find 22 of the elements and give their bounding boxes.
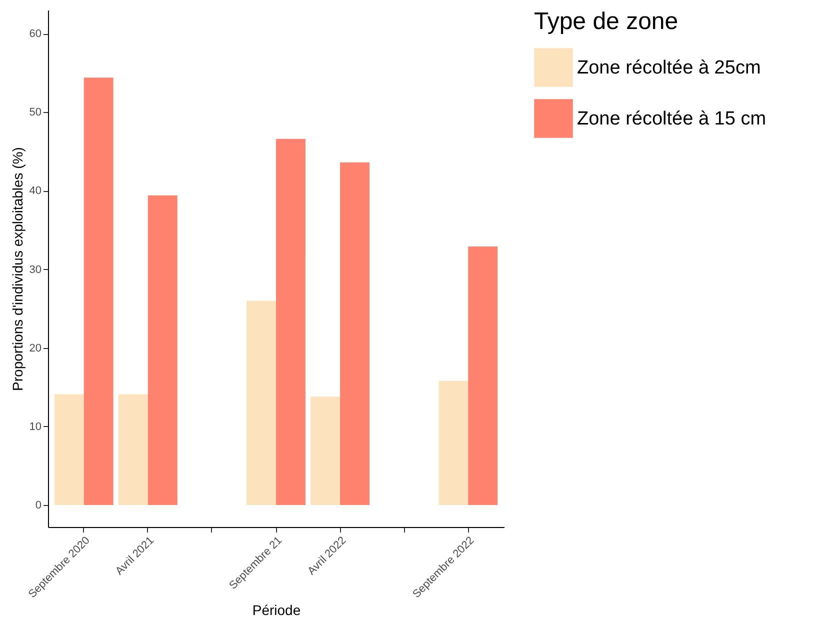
bar — [54, 394, 84, 505]
legend-label: Zone récoltée à 25cm — [577, 58, 761, 78]
bar — [118, 394, 148, 505]
y-tick-label: 40 — [29, 185, 42, 198]
bar — [148, 195, 178, 505]
bar — [246, 300, 276, 505]
bar — [438, 380, 468, 505]
legend-label: Zone récoltée à 15 cm — [577, 108, 766, 130]
bar — [84, 78, 114, 505]
y-tick-label: 20 — [29, 342, 42, 354]
y-axis-title: Proportions d'individus exploitables (%) — [9, 147, 26, 391]
y-tick-label: 50 — [29, 106, 42, 119]
legend-title: Type de zone — [534, 8, 678, 35]
bar — [310, 396, 340, 505]
bar — [340, 162, 370, 505]
y-tick-label: 10 — [29, 420, 42, 433]
x-axis-title: Période — [252, 602, 301, 618]
y-tick-label: 0 — [35, 500, 42, 512]
y-tick-label: 60 — [29, 28, 42, 40]
y-tick-label: 30 — [29, 264, 42, 276]
bar — [276, 138, 306, 505]
bar — [468, 246, 498, 505]
